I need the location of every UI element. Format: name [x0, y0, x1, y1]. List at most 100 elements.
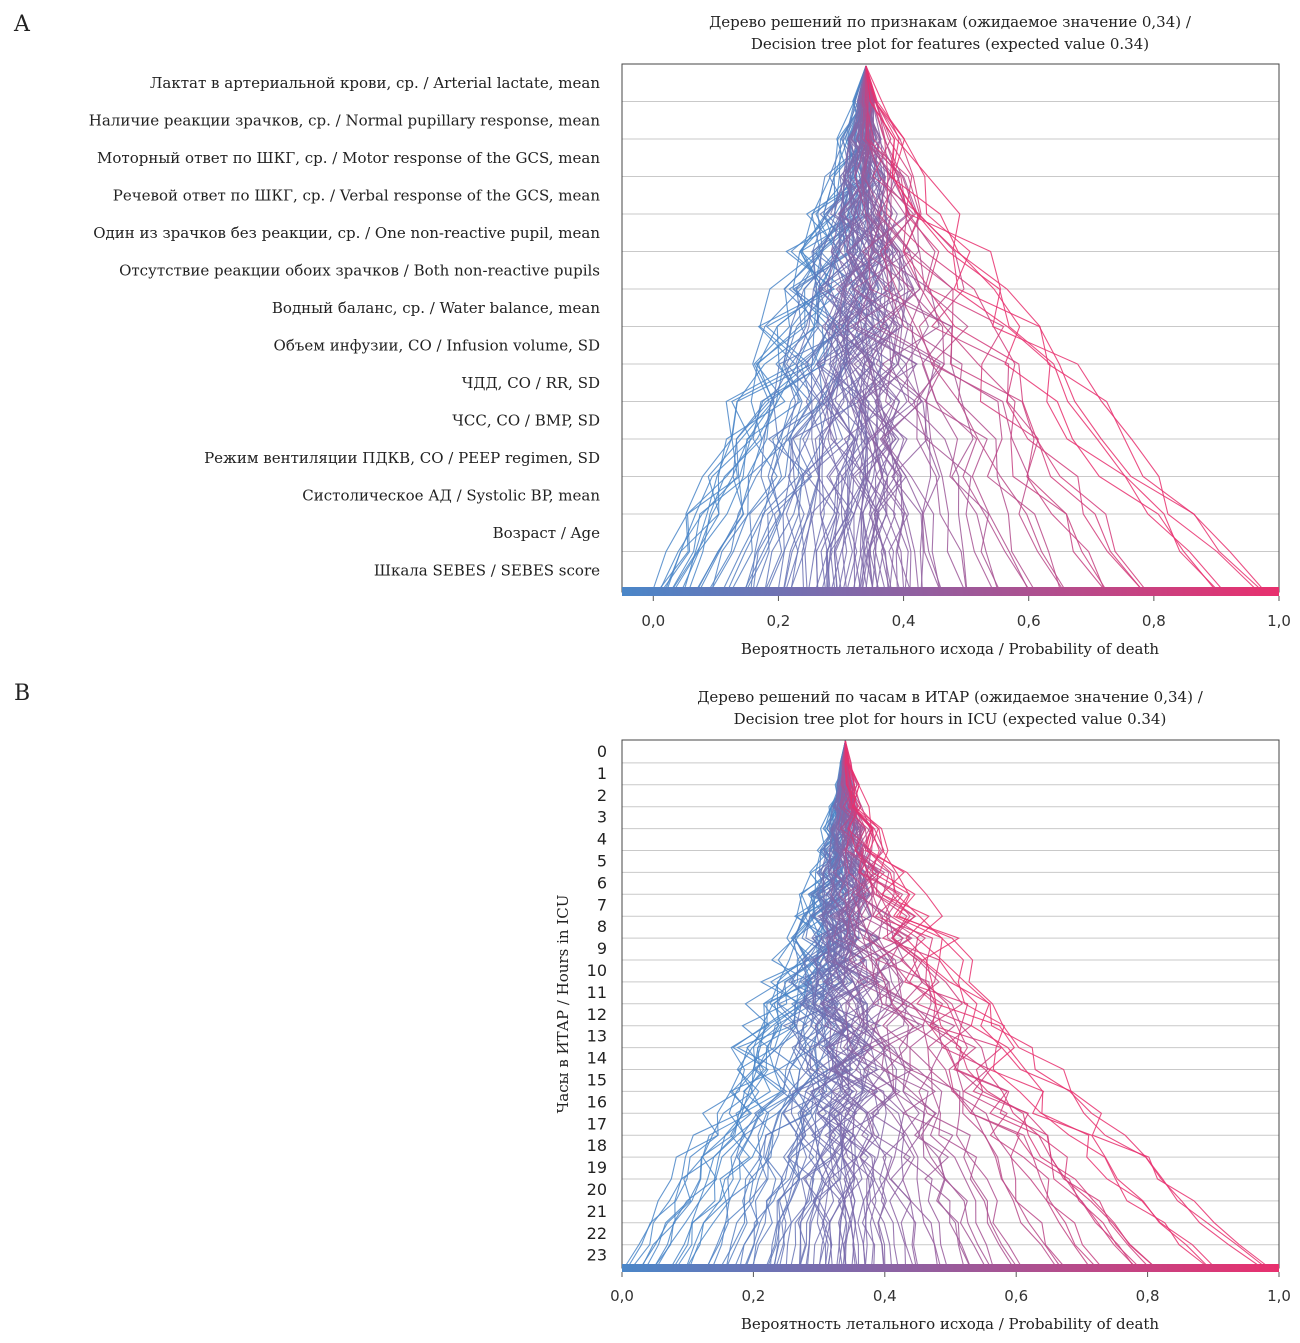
category-label: 0	[597, 742, 607, 761]
x-tick-label: 0,8	[1136, 1287, 1160, 1305]
decision-path-line	[654, 740, 849, 1267]
decision-path-line	[856, 65, 942, 590]
decision-path-line	[844, 740, 1139, 1267]
decision-path-line	[745, 65, 867, 590]
decision-path-line	[844, 740, 1155, 1267]
decision-path-line	[842, 740, 1017, 1267]
x-tick-label: 0,6	[1004, 1287, 1028, 1305]
category-label: 17	[587, 1114, 607, 1133]
category-label: Речевой ответ по ШКГ, ср. / Verbal respo…	[113, 186, 601, 204]
decision-path-line	[688, 65, 867, 590]
panel-a-letter: A	[13, 12, 31, 37]
category-label: 22	[587, 1224, 607, 1243]
decision-path-line	[854, 65, 967, 590]
decision-path-line	[844, 740, 1214, 1267]
panel-a-x-axis-label: Вероятность летального исхода / Probabil…	[741, 640, 1160, 658]
category-label: ЧСС, СО / BMP, SD	[452, 411, 600, 429]
category-label: Один из зрачков без реакции, ср. / One n…	[93, 224, 600, 242]
category-label: 10	[587, 961, 607, 980]
decision-path-line	[861, 65, 993, 590]
x-tick-label: 0,0	[610, 1287, 634, 1305]
x-tick-label: 0,6	[1017, 612, 1041, 630]
panel-a-x-ticks: 0,0 0,2 0,4 0,6 0,8 1,0	[641, 596, 1291, 630]
category-label: 21	[587, 1202, 607, 1221]
decision-path-line	[849, 65, 919, 590]
decision-path-line	[843, 740, 1065, 1267]
decision-path-line	[731, 65, 867, 590]
decision-path-line	[865, 65, 1105, 590]
decision-path-line	[844, 740, 1265, 1267]
decision-path-line	[865, 65, 1105, 590]
category-label: Наличие реакции зрачков, ср. / Normal pu…	[89, 111, 601, 129]
decision-path-line	[865, 65, 1215, 590]
x-tick-label: 0,8	[1142, 612, 1166, 630]
x-tick-label: 0,0	[641, 612, 665, 630]
panel-a-decision-paths	[652, 65, 1264, 590]
category-label: 14	[587, 1049, 607, 1068]
category-label: 1	[597, 764, 607, 783]
decision-path-line	[659, 65, 867, 590]
decision-path-line	[865, 65, 1065, 590]
category-label: Шкала SEBES / SEBES score	[374, 561, 600, 579]
decision-path-line	[844, 740, 1061, 1267]
panel-b-color-axis-bar	[622, 1264, 1279, 1272]
category-label: ЧДД, СО / RR, SD	[462, 374, 600, 392]
decision-path-line	[865, 65, 1264, 590]
decision-path-line	[812, 740, 864, 1267]
decision-path-line	[711, 65, 869, 590]
category-label: 3	[597, 808, 607, 827]
panel-a-gridlines	[622, 101, 1279, 552]
category-label: 11	[587, 983, 607, 1002]
decision-path-line	[834, 65, 889, 590]
decision-path-line	[842, 740, 948, 1267]
panel-b-y-axis-label: Часы в ИТАР / Hours in ICU	[554, 895, 572, 1114]
decision-path-line	[844, 740, 971, 1267]
category-label: 7	[597, 895, 607, 914]
decision-path-line	[865, 65, 1106, 590]
category-label: 18	[587, 1136, 607, 1155]
category-label: 4	[597, 830, 607, 849]
panel-b-gridlines	[622, 762, 1279, 1246]
category-label: 2	[597, 786, 607, 805]
decision-path-line	[864, 65, 1029, 590]
decision-path-line	[844, 740, 1057, 1267]
decision-path-line	[865, 65, 1217, 590]
decision-path-line	[727, 65, 867, 590]
panel-b-title-line2: Decision tree plot for hours in ICU (exp…	[734, 710, 1167, 728]
decision-path-line	[752, 740, 856, 1267]
category-label: 5	[597, 852, 607, 871]
panel-a-title-line2: Decision tree plot for features (expecte…	[751, 35, 1149, 53]
x-tick-label: 1,0	[1267, 1287, 1291, 1305]
x-tick-label: 0,4	[873, 1287, 897, 1305]
panel-a-color-axis-bar	[622, 587, 1279, 596]
category-label: 20	[587, 1180, 607, 1199]
decision-path-line	[842, 740, 1096, 1267]
decision-path-line	[837, 740, 941, 1267]
decision-path-line	[785, 65, 869, 590]
category-label: 15	[587, 1071, 607, 1090]
category-label: 13	[587, 1027, 607, 1046]
panel-b-letter: B	[14, 681, 30, 706]
category-label: 23	[587, 1246, 607, 1265]
panel-b-title-line1: Дерево решений по часам в ИТАР (ожидаемо…	[697, 688, 1203, 706]
decision-path-line	[844, 740, 994, 1267]
decision-path-line	[861, 65, 1000, 590]
category-label: Режим вентиляции ПДКВ, СО / PEEP regimen…	[204, 449, 600, 467]
x-tick-label: 0,2	[741, 1287, 765, 1305]
decision-path-line	[865, 65, 1030, 590]
decision-path-line	[835, 65, 907, 590]
decision-path-line	[865, 65, 1061, 590]
category-label: 9	[597, 939, 607, 958]
category-label: Возраст / Age	[493, 524, 601, 542]
decision-path-line	[865, 65, 1035, 590]
category-label: Систолическое АД / Systolic BP, mean	[302, 486, 600, 504]
decision-path-line	[865, 65, 1063, 590]
category-label: Водный баланс, ср. / Water balance, mean	[272, 299, 600, 317]
category-label: Объем инфузии, СО / Infusion volume, SD	[274, 336, 600, 354]
x-tick-label: 0,2	[766, 612, 790, 630]
decision-path-line	[865, 65, 1142, 590]
decision-path-line	[827, 740, 873, 1267]
decision-path-line	[843, 65, 912, 590]
